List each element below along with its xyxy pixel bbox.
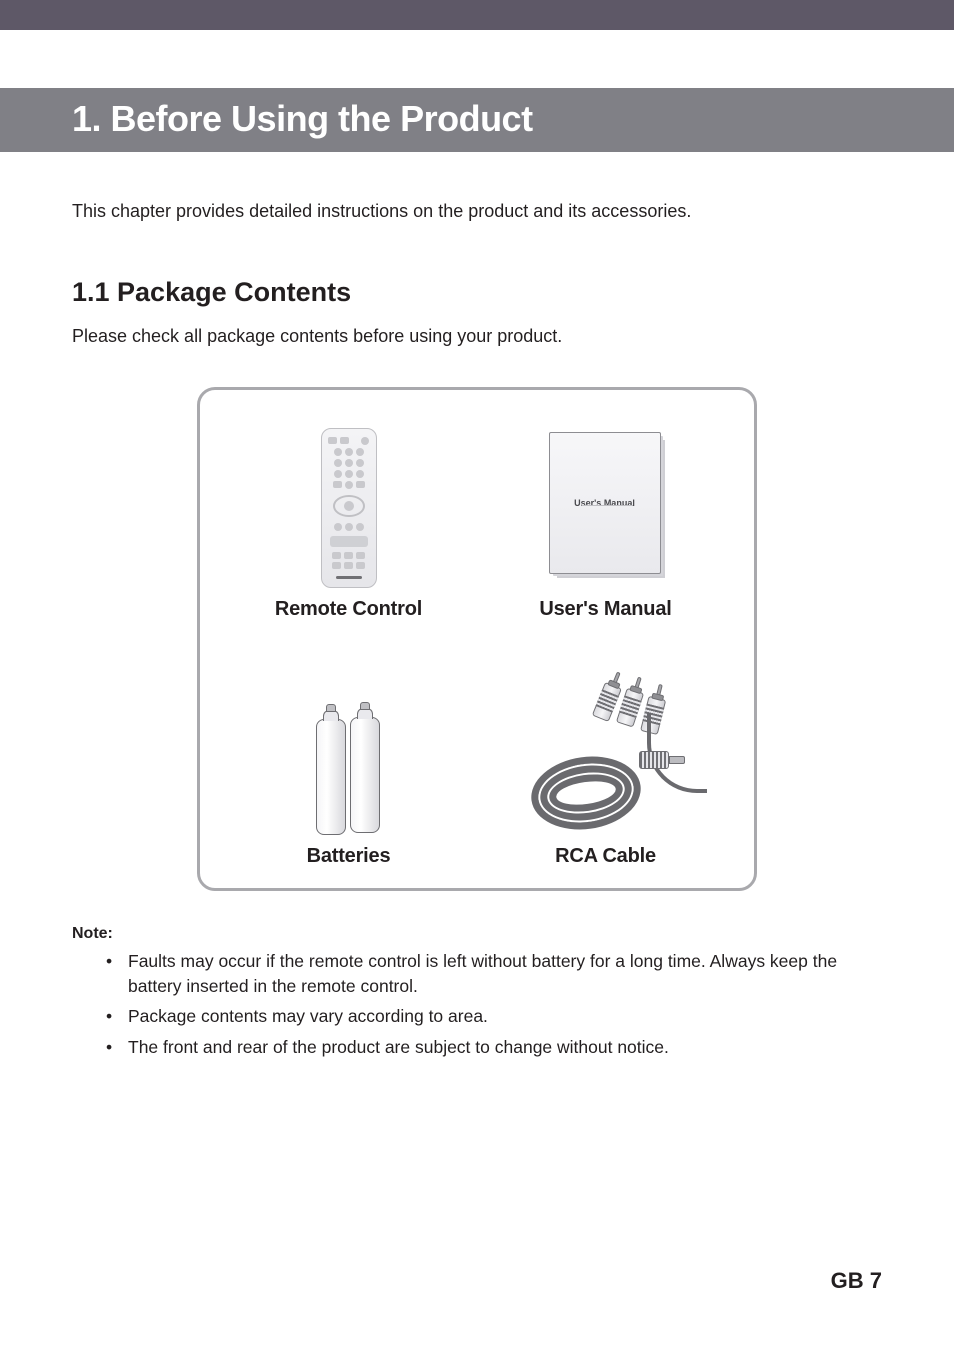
package-item-label: RCA Cable xyxy=(477,845,734,868)
note-item: The front and rear of the product are su… xyxy=(106,1035,882,1060)
page-content: This chapter provides detailed instructi… xyxy=(0,152,954,1059)
rca-cable-icon xyxy=(521,675,691,835)
batteries-icon xyxy=(316,685,382,835)
section-description: Please check all package contents before… xyxy=(72,326,882,347)
section-title: 1.1 Package Contents xyxy=(72,277,882,308)
package-item-manual: User's Manual User's Manual xyxy=(477,418,734,621)
note-block: Note: Faults may occur if the remote con… xyxy=(72,925,882,1059)
package-item-label: Batteries xyxy=(220,845,477,868)
chapter-title: 1. Before Using the Product xyxy=(72,98,954,140)
package-item-rca: RCA Cable xyxy=(477,665,734,868)
page-top-stripe xyxy=(0,0,954,30)
remote-control-icon xyxy=(321,428,377,588)
note-item: Faults may occur if the remote control i… xyxy=(106,949,882,998)
package-item-remote: Remote Control xyxy=(220,418,477,621)
note-list: Faults may occur if the remote control i… xyxy=(72,949,882,1059)
note-item: Package contents may vary according to a… xyxy=(106,1004,882,1029)
chapter-banner: 1. Before Using the Product xyxy=(0,88,954,152)
package-item-label: Remote Control xyxy=(220,598,477,621)
manual-cover-text: User's Manual xyxy=(574,498,635,508)
page-number: GB 7 xyxy=(831,1268,882,1294)
package-item-label: User's Manual xyxy=(477,598,734,621)
package-contents-box: Remote Control User's Manual User's Manu… xyxy=(197,387,757,891)
package-item-batteries: Batteries xyxy=(220,665,477,868)
chapter-intro-text: This chapter provides detailed instructi… xyxy=(72,198,882,225)
note-label: Note: xyxy=(72,925,882,943)
users-manual-icon: User's Manual xyxy=(541,428,671,588)
